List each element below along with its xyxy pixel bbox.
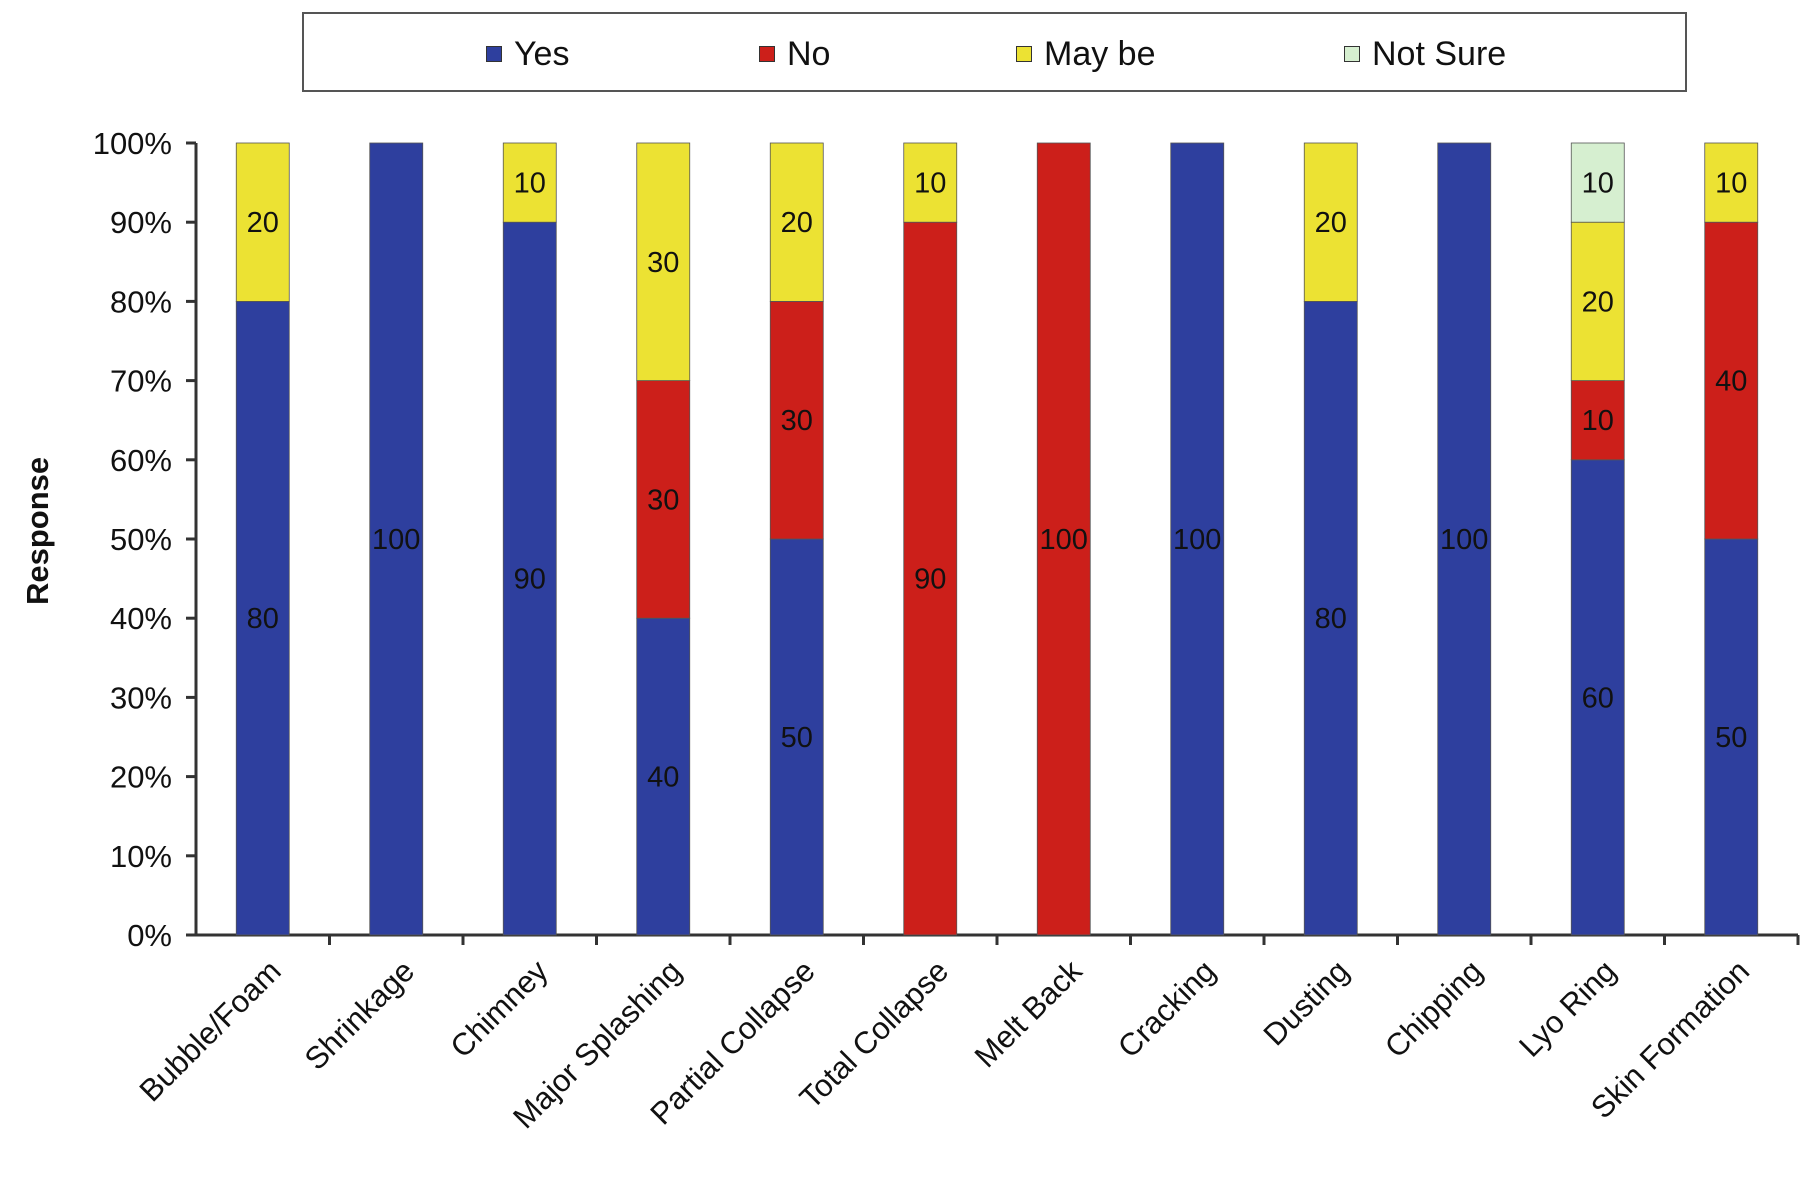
x-tick-label-bubble-foam: Bubble/Foam <box>133 953 288 1108</box>
bar-segment-yes-chipping <box>1437 142 1492 936</box>
y-tick-label: 90% <box>110 205 172 240</box>
bar-segment-not-sure-lyo-ring <box>1570 142 1625 223</box>
y-tick-label: 20% <box>110 760 172 795</box>
data-label: 30 <box>781 405 813 437</box>
data-label: 10 <box>1582 168 1614 200</box>
data-label: 100 <box>1440 524 1488 556</box>
data-label: 50 <box>1715 722 1747 754</box>
y-tick-label: 10% <box>110 839 172 874</box>
data-label: 60 <box>1582 682 1614 714</box>
bar-segment-yes-dusting <box>1303 300 1358 936</box>
bar-segment-yes-cracking <box>1170 142 1225 936</box>
data-label: 80 <box>247 603 279 635</box>
legend-item-no: No <box>759 14 830 94</box>
bar-segment-yes-shrinkage <box>369 142 424 936</box>
data-label: 10 <box>1715 168 1747 200</box>
x-tick-label-chimney: Chimney <box>443 953 555 1065</box>
data-label: 100 <box>1040 524 1088 556</box>
bar-segment-may-be-lyo-ring <box>1570 221 1625 381</box>
y-tick-label: 100% <box>93 126 172 161</box>
y-tick-label: 30% <box>110 680 172 715</box>
x-tick-label-shrinkage: Shrinkage <box>298 953 421 1076</box>
y-tick-label: 60% <box>110 443 172 478</box>
legend-swatch-no <box>759 46 775 62</box>
data-label: 40 <box>1715 366 1747 398</box>
bar-segment-yes-skin-formation <box>1704 538 1759 936</box>
bar-segment-yes-major-splashing <box>636 617 691 936</box>
legend-label-no: No <box>787 34 831 73</box>
legend-label-may-be: May be <box>1044 34 1156 73</box>
legend-swatch-yes <box>486 46 502 62</box>
x-tick-label-melt-back: Melt Back <box>968 953 1089 1074</box>
data-label: 30 <box>647 247 679 279</box>
bar-segment-no-partial-collapse <box>769 300 824 540</box>
data-label: 30 <box>647 484 679 516</box>
bar-segment-may-be-dusting <box>1303 142 1358 302</box>
y-tick-label: 40% <box>110 601 172 636</box>
bar-segment-may-be-bubble-foam <box>235 142 290 302</box>
chart-legend: Yes No May be Not Sure <box>302 12 1687 92</box>
legend-swatch-not-sure <box>1344 46 1360 62</box>
bar-segment-may-be-skin-formation <box>1704 142 1759 223</box>
data-label: 80 <box>1315 603 1347 635</box>
legend-item-yes: Yes <box>486 14 569 94</box>
bar-segment-may-be-partial-collapse <box>769 142 824 302</box>
data-label: 90 <box>514 564 546 596</box>
x-tick-label-chipping: Chipping <box>1378 953 1489 1064</box>
x-tick-label-lyo-ring: Lyo Ring <box>1512 953 1622 1063</box>
legend-label-not-sure: Not Sure <box>1372 34 1507 73</box>
bar-segment-no-melt-back <box>1036 142 1091 936</box>
bar-segment-no-major-splashing <box>636 380 691 619</box>
bar-segment-no-skin-formation <box>1704 221 1759 540</box>
bar-segment-no-total-collapse <box>903 221 958 936</box>
y-tick-label: 0% <box>127 918 172 953</box>
data-label: 50 <box>781 722 813 754</box>
data-label: 20 <box>1315 207 1347 239</box>
bar-segment-may-be-total-collapse <box>903 142 958 223</box>
data-label: 10 <box>514 168 546 200</box>
bar-segment-yes-partial-collapse <box>769 538 824 936</box>
bar-segment-may-be-major-splashing <box>636 142 691 382</box>
y-tick-label: 70% <box>110 364 172 399</box>
bar-segment-no-lyo-ring <box>1570 380 1625 461</box>
data-label: 100 <box>1173 524 1221 556</box>
legend-swatch-may-be <box>1016 46 1032 62</box>
data-label: 40 <box>647 762 679 794</box>
data-label: 20 <box>247 207 279 239</box>
data-label: 90 <box>914 564 946 596</box>
legend-item-may-be: May be <box>1016 14 1156 94</box>
y-tick-label: 80% <box>110 284 172 319</box>
data-label: 20 <box>1582 286 1614 318</box>
data-label: 10 <box>914 168 946 200</box>
bar-segment-yes-bubble-foam <box>235 300 290 936</box>
x-tick-label-dusting: Dusting <box>1257 953 1356 1052</box>
legend-label-yes: Yes <box>514 34 570 73</box>
y-tick-label: 50% <box>110 522 172 557</box>
data-label: 100 <box>372 524 420 556</box>
bar-segment-may-be-chimney <box>502 142 557 223</box>
data-label: 20 <box>781 207 813 239</box>
x-tick-label-cracking: Cracking <box>1111 953 1222 1064</box>
legend-item-not-sure: Not Sure <box>1344 14 1506 94</box>
data-label: 10 <box>1582 405 1614 437</box>
